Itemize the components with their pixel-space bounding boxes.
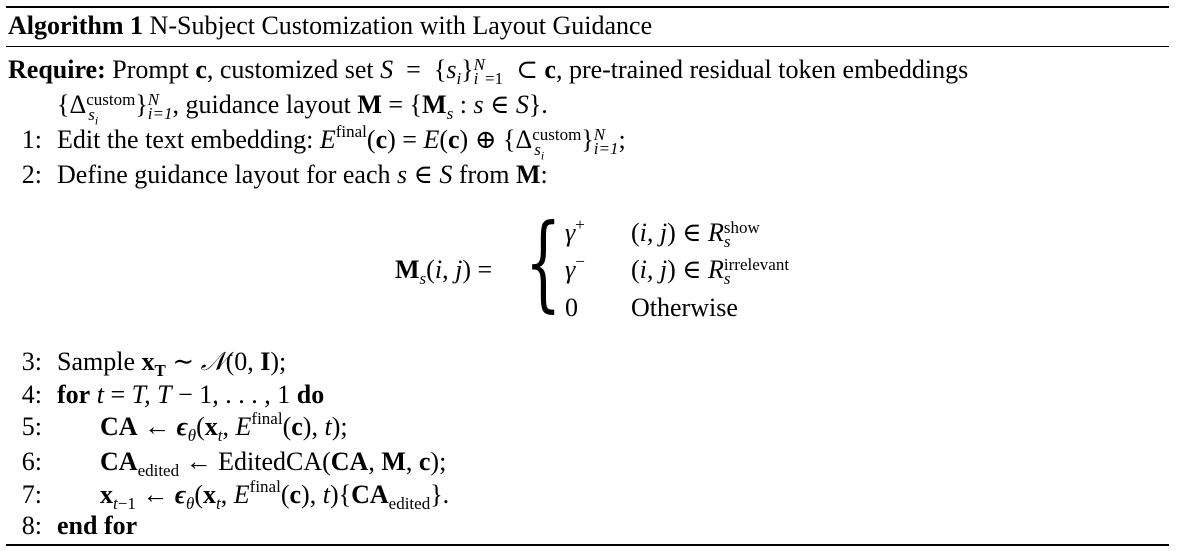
- header-rule: [6, 46, 1169, 47]
- step-1: Edit the text embedding: Efinal(c) = E(c…: [57, 122, 626, 163]
- algorithm-label: Algorithm 1: [8, 11, 144, 40]
- step-7: xt−1 ← ϵθ(xt, Efinal(c), t){CAedited}.: [100, 477, 450, 513]
- top-rule: [6, 6, 1169, 8]
- require-line-1: Require: Prompt c, customized set S = {s…: [8, 55, 969, 89]
- case-1-value: γ+: [565, 215, 585, 247]
- equation-lhs: Ms(i, j) =: [395, 255, 493, 288]
- step-5: CA ← ϵθ(xt, Efinal(c), t);: [100, 409, 348, 445]
- bottom-rule: [6, 544, 1169, 546]
- case-2-value: γ−: [565, 252, 585, 284]
- algorithm-name: N-Subject Customization with Layout Guid…: [149, 11, 653, 40]
- cases-brace: {: [525, 201, 562, 323]
- step-4: for t = T, T − 1, . . . , 1 do: [57, 380, 325, 409]
- step-8: end for: [57, 511, 138, 540]
- case-3-condition: Otherwise: [631, 293, 738, 322]
- step-number-7: 7:: [21, 480, 42, 509]
- step-number-8: 8:: [21, 511, 42, 540]
- step-2: Define guidance layout for each s ∈ S fr…: [57, 160, 548, 189]
- step-number-5: 5:: [21, 412, 42, 441]
- algorithm-title: Algorithm 1 N-Subject Customization with…: [8, 9, 652, 43]
- require-keyword: Require:: [8, 55, 106, 84]
- step-3: Sample xT ∼ 𝒩(0, I);: [57, 347, 287, 380]
- step-number-3: 3:: [21, 347, 42, 376]
- step-number-4: 4:: [21, 380, 42, 409]
- case-3-value: 0: [565, 293, 578, 322]
- step-number-6: 6:: [21, 447, 42, 476]
- step-6: CAedited ← EditedCA(CA, M, c);: [100, 447, 447, 480]
- step-number-2: 2:: [21, 160, 42, 189]
- step-number-1: 1:: [21, 125, 42, 154]
